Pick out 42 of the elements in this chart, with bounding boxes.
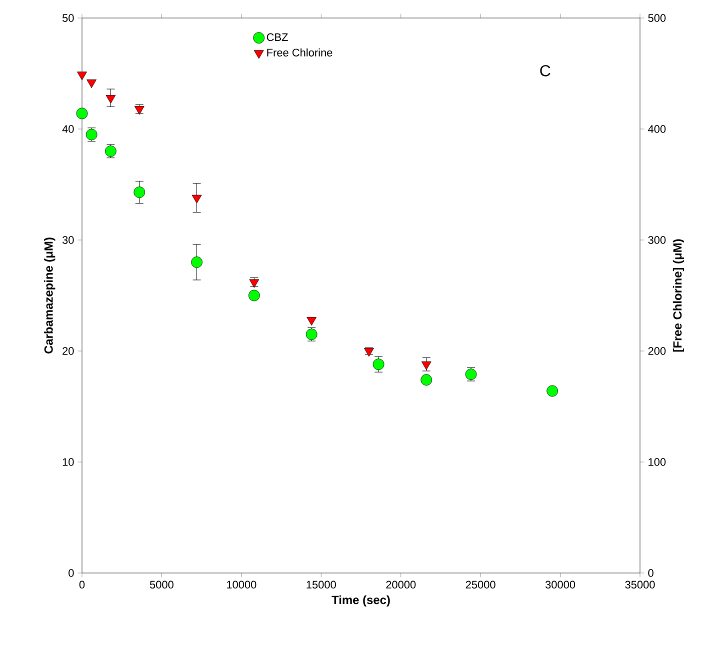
point xyxy=(421,361,432,370)
x-tick-label: 10000 xyxy=(227,580,256,589)
y-tick-label: 20 xyxy=(62,347,74,355)
point xyxy=(86,79,97,88)
y-tick-label: 10 xyxy=(62,458,74,466)
y2-tick-label: 300 xyxy=(648,236,666,244)
point xyxy=(134,186,146,198)
x-tick-label: 0 xyxy=(79,580,85,589)
x-tick-label: 35000 xyxy=(625,580,655,589)
point xyxy=(192,194,202,204)
annotation: C xyxy=(540,65,550,76)
y2-tick-label: 100 xyxy=(648,458,666,466)
y-tick-label: 50 xyxy=(62,14,74,22)
y2-tick-label: 500 xyxy=(648,14,666,22)
point xyxy=(364,348,374,357)
legend-label: Free Chlorine xyxy=(267,48,332,56)
point xyxy=(420,374,432,386)
y2-tick-label: 200 xyxy=(648,347,666,355)
x-tick-label: 5000 xyxy=(150,580,174,589)
y-tick-label: 30 xyxy=(62,236,74,244)
y2-tick-label: 400 xyxy=(648,125,666,133)
point xyxy=(372,358,384,370)
point xyxy=(191,256,202,268)
point xyxy=(306,316,317,326)
x-tick-label: 15000 xyxy=(306,580,336,589)
y2-tick-label: 0 xyxy=(648,569,654,577)
point xyxy=(106,94,116,104)
y-axis-title: Carbamazepine (μM) xyxy=(44,238,56,354)
point xyxy=(134,106,144,115)
point xyxy=(76,108,88,120)
point xyxy=(77,72,87,80)
point xyxy=(249,279,260,288)
y-tick-label: 0 xyxy=(68,569,74,577)
x-axis-title: Time (sec) xyxy=(332,595,390,607)
x-tick-label: 30000 xyxy=(545,580,576,589)
legend-label: CBZ xyxy=(266,33,288,42)
y2-axis-title: [Free Chlorine] (μM) xyxy=(672,239,684,352)
y-tick-label: 40 xyxy=(62,125,74,133)
x-tick-label: 20000 xyxy=(386,580,416,589)
x-tick-label: 25000 xyxy=(466,580,496,589)
point xyxy=(546,385,558,397)
point xyxy=(248,290,260,302)
